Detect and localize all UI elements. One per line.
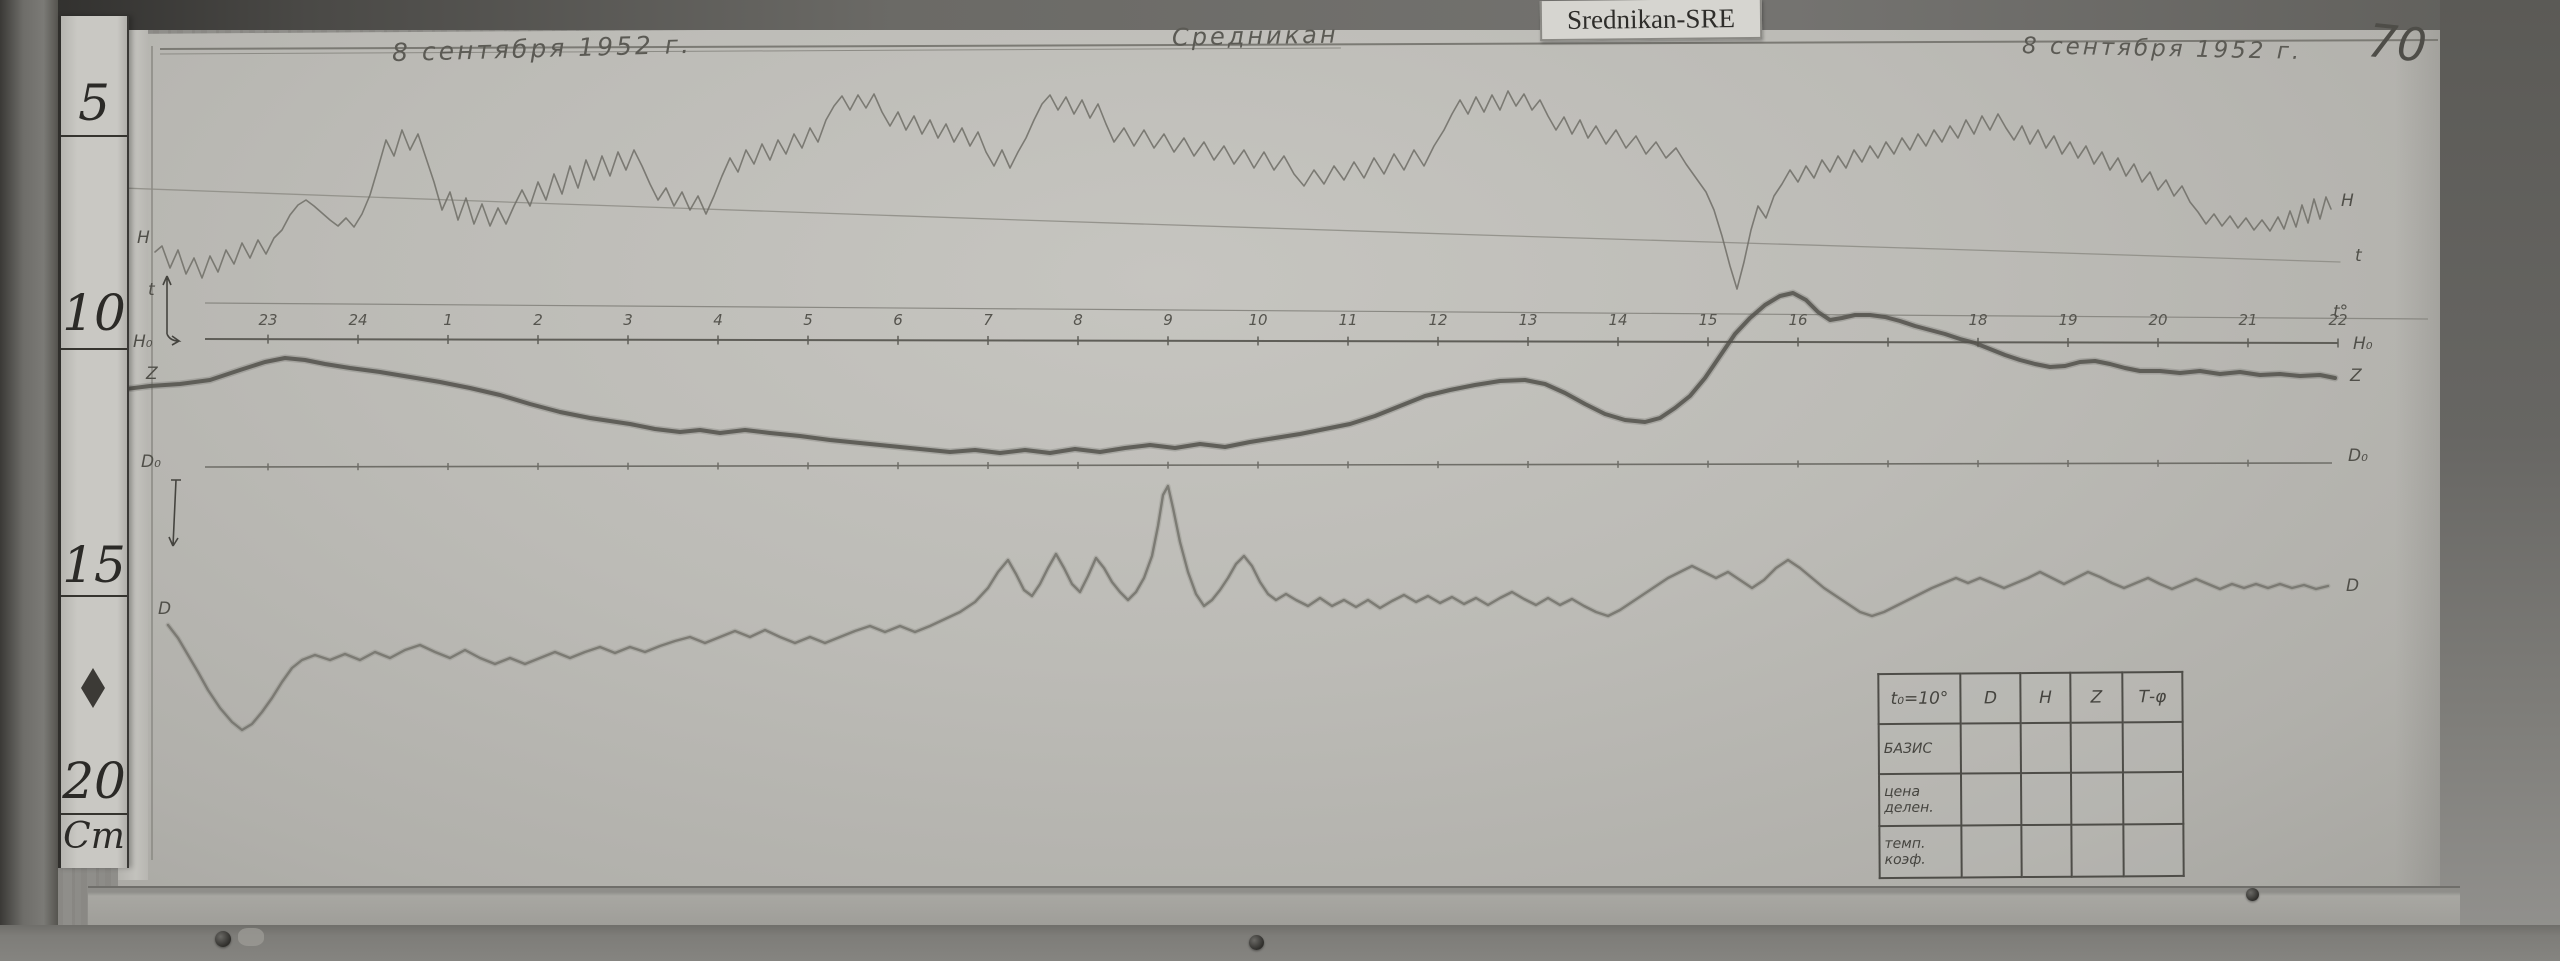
table-header-H: H xyxy=(2020,672,2071,724)
table-empty-cell xyxy=(2123,823,2184,877)
table-row-label: темп. коэф. xyxy=(1879,825,1962,879)
ruler-diamond-mark xyxy=(81,668,105,708)
ruler-mark-15: 15 xyxy=(62,536,126,594)
table-empty-cell xyxy=(2122,721,2183,773)
table-empty-cell xyxy=(2070,722,2123,773)
table-empty-cell xyxy=(2070,772,2124,825)
table-empty-cell xyxy=(2021,824,2072,878)
station-label-tag: Srednikan-SRE xyxy=(1539,0,1763,42)
table-empty-cell xyxy=(1961,825,2022,878)
station-title: Средникан xyxy=(1171,20,1339,52)
ruler-mark-Cm: Cm xyxy=(63,816,125,857)
table-header-scale: t₀=10° xyxy=(1878,673,1961,725)
table-empty-cell xyxy=(2122,771,2184,825)
shelf-edge xyxy=(88,886,2460,928)
table-row-label: цена делен. xyxy=(1878,773,1962,827)
table-empty-cell xyxy=(1960,773,2022,826)
ruler-mark-20: 20 xyxy=(62,752,126,810)
ruler-section-line xyxy=(61,813,127,815)
table-empty-cell xyxy=(2071,824,2124,877)
station-label-text: Srednikan-SRE xyxy=(1566,2,1736,35)
wood-left-band xyxy=(0,0,58,961)
calibration-table: t₀=10° D H Z Т-φ БАЗИС цена делен. темп. коэф. xyxy=(1877,671,2184,879)
screw-head xyxy=(2246,888,2259,901)
page-number: 70 xyxy=(2365,13,2430,73)
screw-head xyxy=(215,931,231,947)
ruler-section-line xyxy=(61,135,127,137)
table-empty-cell xyxy=(1960,723,2021,774)
wood-right-band xyxy=(2440,0,2560,961)
ruler-mark-10: 10 xyxy=(62,284,126,342)
wood-bottom-band xyxy=(0,925,2560,961)
table-row-label: БАЗИС xyxy=(1878,723,1961,775)
table-empty-cell xyxy=(2020,772,2072,826)
chalk-smudge xyxy=(238,928,264,946)
screw-head xyxy=(1249,935,1264,950)
ruler-mark-5: 5 xyxy=(78,74,110,132)
ruler: 5 10 15 20 Cm xyxy=(58,16,129,868)
wood-top-band xyxy=(0,0,2560,30)
ruler-section-line xyxy=(61,348,127,350)
table-header-D: D xyxy=(1960,673,2021,724)
paper-right-fold xyxy=(2395,18,2445,888)
table-empty-cell xyxy=(2020,722,2071,774)
ruler-section-line xyxy=(61,595,127,597)
table-header-Т-φ: Т-φ xyxy=(2122,671,2183,723)
table-header-Z: Z xyxy=(2070,672,2123,723)
